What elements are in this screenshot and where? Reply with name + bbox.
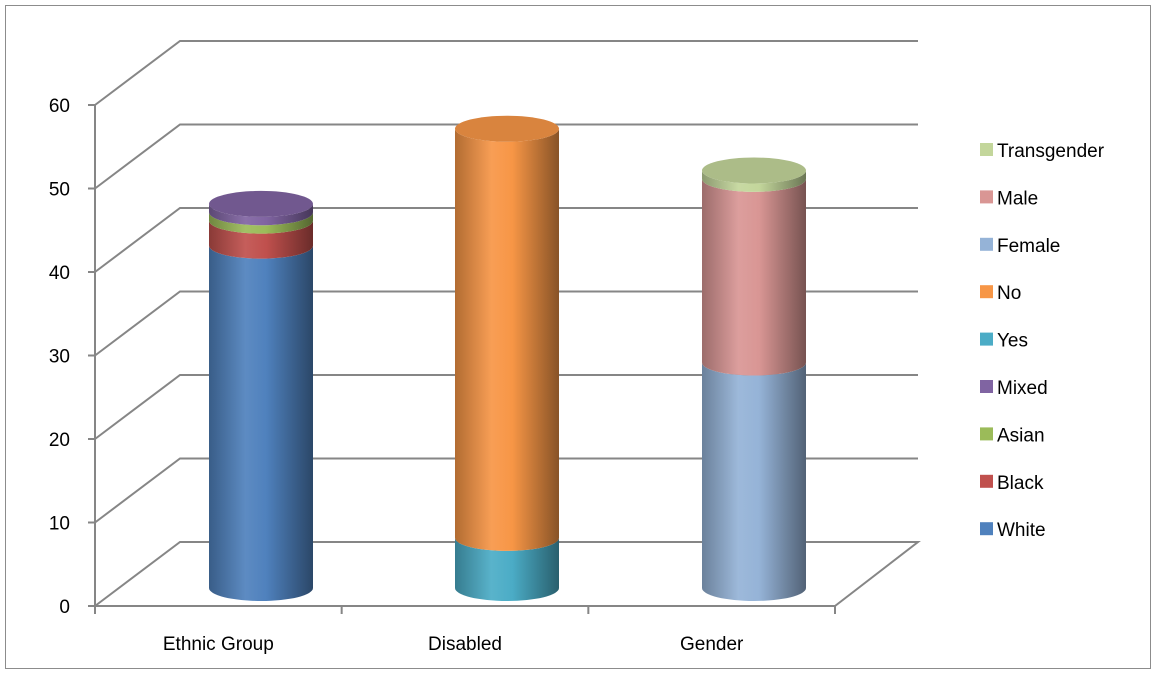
legend: Transgender Male Female No Yes Mixed Asian Blac… (980, 141, 1105, 541)
gridline (94, 123, 918, 190)
y-tick-label: 0 (59, 597, 70, 618)
bar-segment-black (209, 220, 313, 259)
bar-top-cap (209, 190, 313, 217)
gridline (94, 40, 918, 106)
legend-swatch (980, 522, 993, 536)
y-tick-label: 60 (49, 96, 70, 117)
x-axis: Ethnic Group Disabled Gender (94, 605, 836, 655)
bar-segment-mixed (209, 203, 313, 226)
bar-segment-asian (209, 212, 313, 234)
legend-swatch (980, 190, 993, 204)
legend-label: Black (997, 473, 1044, 494)
y-tick-label: 30 (49, 347, 70, 368)
gridline (94, 290, 918, 357)
y-tick-label: 50 (49, 180, 70, 201)
legend-swatch (980, 237, 993, 251)
gridline (94, 374, 918, 440)
legend-swatch (980, 380, 993, 393)
legend-swatch (980, 143, 993, 156)
bar-segment-female (702, 362, 806, 601)
chart-frame (5, 5, 1151, 669)
legend-label: Asian (997, 425, 1045, 446)
bar-segment-yes (455, 537, 559, 601)
gridlines (94, 40, 918, 524)
x-tick-label: Gender (680, 634, 744, 655)
legend-label: Male (997, 188, 1038, 209)
legend-label: Female (997, 236, 1060, 257)
gridline (94, 207, 918, 273)
legend-swatch (980, 332, 993, 346)
bar-top-cap (455, 115, 559, 142)
y-tick-label: 10 (49, 514, 70, 535)
bar-top-cap (702, 157, 806, 184)
y-tick-label: 40 (49, 263, 70, 284)
legend-swatch (980, 427, 993, 441)
legend-label: Transgender (997, 141, 1105, 162)
bars (209, 115, 806, 601)
bar-segment-male (702, 178, 806, 376)
legend-label: Yes (997, 331, 1028, 352)
legend-label: No (997, 283, 1021, 304)
x-tick-label: Disabled (428, 634, 502, 655)
x-tick-label: Ethnic Group (163, 634, 274, 655)
bar-segment-transgender (702, 170, 806, 192)
y-tick-label: 20 (49, 430, 70, 451)
y-axis: 0 10 20 30 40 50 60 (49, 96, 96, 618)
legend-swatch (980, 474, 993, 488)
bar-segment-no (455, 128, 559, 551)
legend-label: White (997, 520, 1046, 541)
legend-label: Mixed (997, 378, 1048, 399)
bar-segment-white (209, 245, 313, 601)
legend-swatch (980, 285, 993, 299)
gridline (94, 457, 918, 524)
